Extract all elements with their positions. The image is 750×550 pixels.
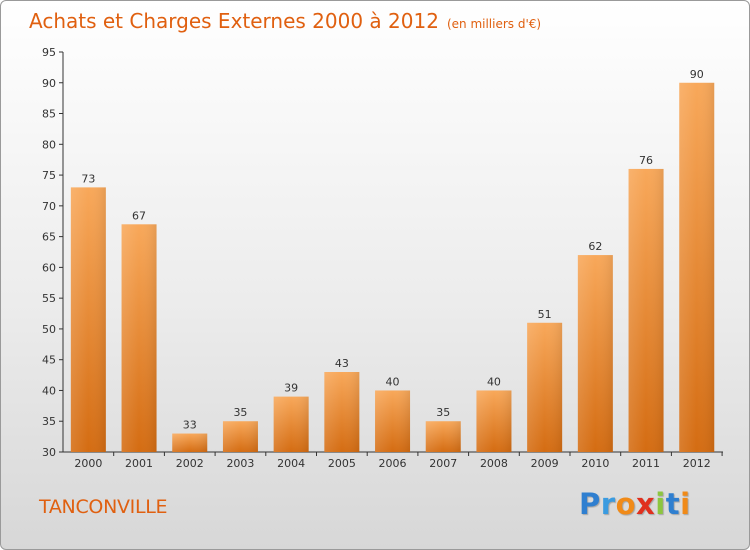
x-tick-label: 2000 bbox=[74, 457, 102, 470]
x-tick-label: 2005 bbox=[328, 457, 356, 470]
bar-shine-2008 bbox=[476, 390, 512, 452]
x-tick-label: 2001 bbox=[125, 457, 153, 470]
x-tick-label: 2011 bbox=[632, 457, 660, 470]
x-tick-label: 2008 bbox=[480, 457, 508, 470]
bar-shine-2000 bbox=[70, 187, 106, 452]
y-tick-label: 40 bbox=[42, 384, 56, 397]
data-label: 73 bbox=[81, 172, 95, 185]
y-tick-label: 55 bbox=[42, 292, 56, 305]
bar-shine-2004 bbox=[273, 396, 309, 452]
bar-shine-2001 bbox=[121, 224, 157, 452]
x-tick-label: 2002 bbox=[176, 457, 204, 470]
bar-shine-2009 bbox=[527, 322, 563, 452]
y-tick-label: 75 bbox=[42, 169, 56, 182]
bar-shine-2005 bbox=[324, 372, 360, 452]
bar-shine-2011 bbox=[628, 168, 664, 452]
y-tick-label: 30 bbox=[42, 446, 56, 459]
chart-title: Achats et Charges Externes 2000 à 2012 (e… bbox=[29, 9, 541, 33]
y-tick-label: 70 bbox=[42, 200, 56, 213]
bar-shine-2007 bbox=[425, 421, 461, 452]
data-label: 33 bbox=[183, 419, 197, 432]
bar-shine-2012 bbox=[679, 82, 715, 453]
y-tick-label: 35 bbox=[42, 415, 56, 428]
x-tick-label: 2004 bbox=[277, 457, 305, 470]
x-tick-label: 2007 bbox=[429, 457, 457, 470]
x-tick-label: 2006 bbox=[379, 457, 407, 470]
data-label: 39 bbox=[284, 382, 298, 395]
city-name: TANCONVILLE bbox=[39, 496, 168, 518]
y-tick-label: 80 bbox=[42, 138, 56, 151]
x-tick-label: 2012 bbox=[683, 457, 711, 470]
data-label: 51 bbox=[538, 308, 552, 321]
x-tick-label: 2009 bbox=[531, 457, 559, 470]
chart-bars bbox=[70, 82, 715, 453]
data-label: 90 bbox=[690, 68, 704, 81]
data-label: 67 bbox=[132, 209, 146, 222]
data-label: 40 bbox=[487, 375, 501, 388]
bar-shine-2010 bbox=[577, 255, 613, 452]
y-tick-label: 95 bbox=[42, 46, 56, 59]
y-tick-label: 90 bbox=[42, 77, 56, 90]
x-tick-label: 2003 bbox=[226, 457, 254, 470]
y-tick-label: 60 bbox=[42, 261, 56, 274]
bar-shine-2006 bbox=[375, 390, 411, 452]
y-tick-label: 85 bbox=[42, 108, 56, 121]
chart-unit: (en milliers d'€) bbox=[446, 17, 542, 31]
proxiti-logo: Proxiti bbox=[579, 487, 691, 521]
data-label: 35 bbox=[436, 406, 450, 419]
chart-axes: 30 35 40 45 50 55 60 65 70 75 80 85 90 95 bbox=[42, 46, 723, 459]
data-label: 40 bbox=[386, 375, 400, 388]
data-label: 43 bbox=[335, 357, 349, 370]
chart-title-text: Achats et Charges Externes 2000 à 2012 bbox=[29, 9, 439, 33]
y-tick-label: 50 bbox=[42, 323, 56, 336]
data-label: 76 bbox=[639, 154, 653, 167]
y-tick-label: 45 bbox=[42, 354, 56, 367]
y-tick-label: 65 bbox=[42, 231, 56, 244]
chart-labels: 2000 73 2001 67 2002 33 2003 35 2004 39 2005 43 2006… bbox=[74, 68, 710, 470]
bar-shine-2003 bbox=[222, 421, 258, 452]
x-tick-label: 2010 bbox=[581, 457, 609, 470]
bar-shine-2002 bbox=[172, 433, 208, 452]
data-label: 35 bbox=[233, 406, 247, 419]
data-label: 62 bbox=[588, 240, 602, 253]
